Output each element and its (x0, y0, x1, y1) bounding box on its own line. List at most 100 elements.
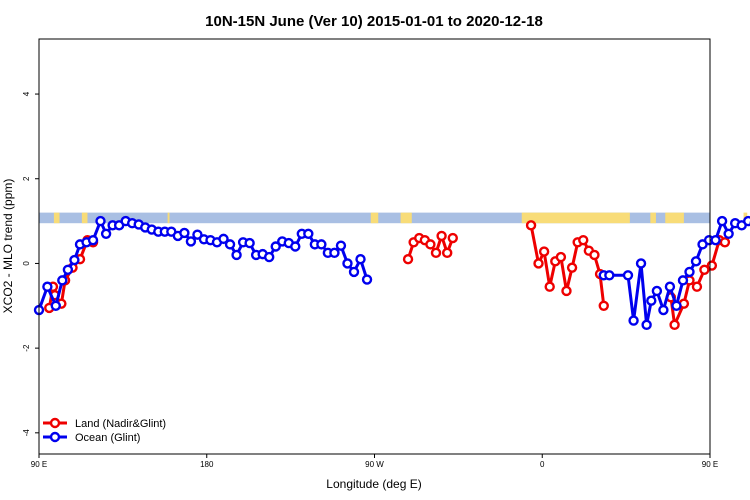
legend: Land (Nadir&Glint) Ocean (Glint) (43, 417, 166, 444)
legend-item-land: Land (Nadir&Glint) (43, 417, 166, 430)
data-point-land (669, 319, 680, 331)
series-ocean-line (37, 219, 750, 327)
data-point-land (441, 247, 453, 259)
data-point-ocean (42, 281, 53, 292)
x-axis: 90 E 180 90 W 0 90 E (31, 454, 718, 469)
data-point-ocean (192, 229, 203, 240)
series-layer (33, 215, 750, 331)
data-point-ocean (303, 228, 314, 239)
data-point-ocean (355, 254, 366, 265)
data-point-land (598, 300, 609, 311)
data-point-ocean (50, 300, 61, 311)
land-segment (167, 212, 170, 224)
data-point-ocean (651, 285, 663, 297)
data-point-land (578, 234, 589, 246)
legend-item-ocean: Ocean (Glint) (43, 431, 140, 444)
data-point-ocean (646, 295, 657, 306)
data-point-ocean (743, 215, 750, 227)
data-point-ocean (316, 239, 327, 250)
data-point-ocean (87, 234, 99, 246)
legend-swatch-marker (49, 417, 61, 429)
data-point-ocean (671, 300, 682, 311)
plot-frame (38, 38, 711, 455)
data-point-land (436, 230, 447, 242)
x-axis-label: Longitude (deg E) (326, 477, 421, 491)
data-point-ocean (69, 254, 80, 266)
data-point-ocean (658, 304, 669, 316)
legend-swatch-marker (49, 431, 61, 443)
data-point-land (544, 281, 555, 292)
x-tick-label: 90 E (31, 460, 47, 469)
data-point-land (533, 258, 544, 269)
data-point-land (555, 251, 567, 263)
data-point-ocean (628, 315, 639, 326)
data-point-ocean (604, 270, 615, 281)
data-point-ocean (716, 215, 728, 227)
data-point-land (691, 281, 703, 292)
y-axis: -4 -2 0 2 4 (22, 91, 39, 436)
data-point-ocean (622, 270, 634, 281)
data-point-land (430, 247, 442, 259)
x-tick-label: 90 E (702, 460, 718, 469)
data-point-ocean (335, 240, 347, 251)
x-tick-label: 180 (200, 460, 214, 469)
data-point-ocean (641, 319, 652, 331)
data-point-ocean (95, 215, 106, 227)
data-point-ocean (723, 228, 734, 239)
land-segment (53, 212, 60, 224)
x-tick-label: 0 (540, 460, 545, 469)
data-point-ocean (224, 239, 236, 250)
land-segment (81, 212, 88, 224)
data-point-ocean (244, 237, 255, 249)
y-tick-label: 0 (22, 261, 31, 266)
surface-band (39, 212, 748, 224)
land-segment (665, 212, 684, 224)
series-ocean (33, 215, 750, 331)
data-point-ocean (690, 256, 702, 267)
land-segment (400, 212, 412, 224)
land-segment (370, 212, 379, 224)
data-point-land (425, 239, 436, 250)
data-point-ocean (290, 241, 301, 252)
y-tick-label: 4 (22, 91, 31, 96)
data-point-land (561, 285, 572, 297)
data-point-land (719, 237, 731, 248)
data-point-ocean (342, 258, 353, 269)
data-point-ocean (635, 258, 647, 269)
y-axis-label: XCO2 - MLO trend (ppm) (1, 179, 15, 314)
data-point-ocean (710, 234, 721, 246)
data-point-ocean (62, 264, 74, 275)
data-point-ocean (329, 247, 340, 259)
x-tick-label: 90 W (365, 460, 384, 469)
chart-title: 10N-15N June (Ver 10) 2015-01-01 to 2020… (205, 13, 543, 30)
data-point-ocean (231, 249, 242, 261)
data-point-land (566, 262, 578, 273)
data-point-ocean (100, 228, 112, 239)
data-point-ocean (185, 236, 197, 247)
data-point-ocean (263, 251, 275, 263)
data-point-land (525, 220, 537, 231)
y-tick-label: -2 (22, 344, 31, 352)
data-point-ocean (361, 274, 373, 285)
y-tick-label: -4 (22, 429, 31, 437)
land-segment (650, 212, 656, 224)
legend-label: Land (Nadir&Glint) (75, 418, 166, 430)
data-point-ocean (677, 275, 689, 286)
data-point-ocean (270, 241, 281, 252)
legend-label: Ocean (Glint) (75, 432, 140, 444)
data-point-land (589, 249, 600, 261)
data-point-ocean (179, 227, 190, 239)
data-point-ocean (348, 266, 360, 278)
data-point-ocean (218, 233, 229, 245)
y-tick-label: 2 (22, 176, 31, 181)
data-point-ocean (57, 275, 68, 286)
data-point-ocean (664, 281, 676, 292)
data-point-land (402, 254, 414, 265)
data-point-ocean (684, 266, 695, 278)
data-point-land (706, 260, 718, 271)
data-point-land (699, 264, 710, 275)
data-point-land (538, 246, 550, 257)
data-point-land (447, 232, 458, 244)
land-segment (521, 212, 630, 224)
